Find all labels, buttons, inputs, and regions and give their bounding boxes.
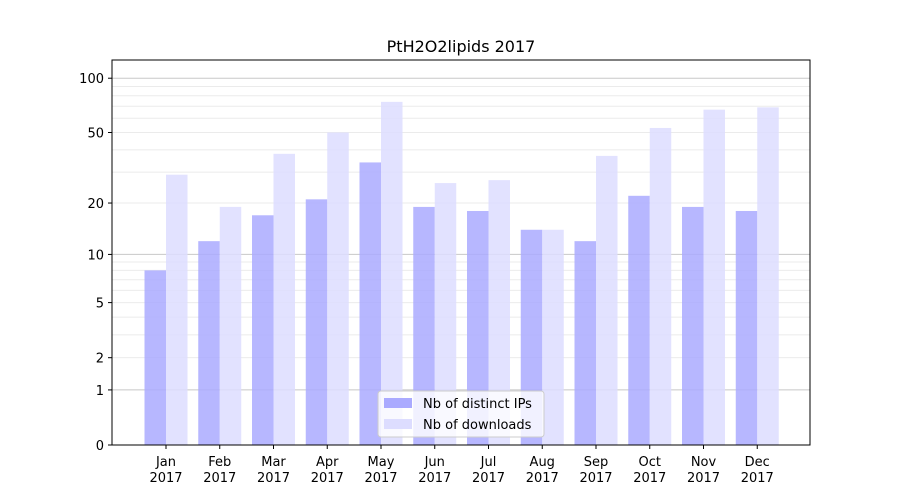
bar-ips	[628, 195, 650, 445]
y-tick-label: 5	[96, 297, 104, 312]
x-tick-label: Apr	[316, 455, 339, 470]
legend-label: Nb of downloads	[423, 418, 532, 433]
bar-ips	[305, 199, 328, 445]
bar-downloads	[757, 107, 779, 446]
bar-ips	[735, 210, 758, 445]
x-tick-label: Sep	[584, 455, 609, 470]
x-tick-label: 2017	[633, 471, 666, 486]
bar-ips	[198, 241, 220, 445]
x-tick-label: May	[368, 455, 395, 470]
chart-title: PtH2O2lipids 2017	[387, 37, 536, 56]
bar-downloads	[542, 229, 564, 445]
x-tick-label: Mar	[261, 455, 286, 470]
legend-swatch	[384, 398, 412, 408]
x-tick-label: 2017	[741, 471, 774, 486]
x-tick-label: 2017	[579, 471, 612, 486]
y-tick-label: 20	[87, 197, 104, 212]
bar-ips	[252, 215, 274, 445]
bar-downloads	[434, 183, 457, 445]
x-tick-label: 2017	[203, 471, 236, 486]
x-tick-label: 2017	[364, 471, 397, 486]
bar-downloads	[219, 206, 242, 445]
bar-ips	[144, 270, 166, 445]
x-tick-label: Aug	[530, 455, 555, 470]
x-tick-label: Jul	[480, 455, 497, 470]
bar-ips	[359, 162, 381, 445]
bar-downloads	[703, 109, 725, 445]
bar-downloads	[327, 132, 349, 446]
x-tick-label: 2017	[526, 471, 559, 486]
x-tick-label: 2017	[687, 471, 720, 486]
x-tick-label: 2017	[472, 471, 505, 486]
bar-downloads	[649, 127, 672, 446]
y-tick-label: 0	[96, 439, 104, 454]
bar-ips	[413, 206, 435, 445]
bar-downloads	[488, 180, 510, 445]
x-tick-label: Oct	[639, 455, 661, 470]
plot-frame	[111, 59, 811, 446]
bar-ips	[682, 206, 704, 445]
legend: Nb of distinct IPs Nb of downloads	[377, 390, 545, 438]
y-tick-label: 50	[87, 127, 104, 142]
legend-swatch	[384, 419, 412, 429]
bar-downloads	[381, 101, 403, 445]
bar-ips	[574, 241, 596, 445]
legend-label: Nb of distinct IPs	[423, 397, 532, 412]
bar-ips	[467, 210, 489, 445]
bar-downloads	[273, 153, 295, 445]
x-tick-label: 2017	[418, 471, 451, 486]
x-tick-label: 2017	[257, 471, 290, 486]
bar-downloads	[166, 174, 188, 445]
y-tick-label: 10	[87, 248, 104, 263]
x-tick-label: Jan	[155, 455, 176, 470]
x-tick-label: Jun	[424, 455, 445, 470]
y-tick-label: 2	[96, 352, 104, 367]
x-tick-label: Dec	[745, 455, 770, 470]
x-tick-label: 2017	[311, 471, 344, 486]
x-tick-label: Feb	[208, 455, 231, 470]
y-tick-label: 100	[79, 72, 104, 87]
bar-downloads	[596, 155, 618, 445]
x-tick-label: Nov	[691, 455, 717, 470]
y-tick-label: 1	[96, 384, 104, 399]
x-tick-label: 2017	[149, 471, 182, 486]
legend-box	[377, 390, 545, 438]
